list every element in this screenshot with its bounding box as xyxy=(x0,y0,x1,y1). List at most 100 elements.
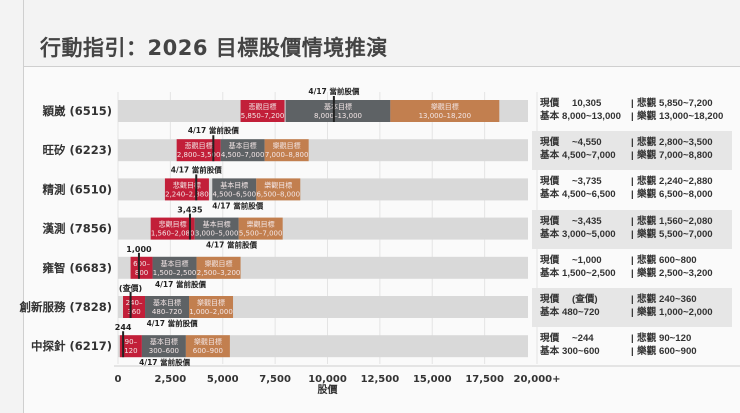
current-price-label: 4/17 當前股價 xyxy=(139,357,191,367)
pessimistic-bar xyxy=(240,100,285,122)
x-tick-label: 2,500 xyxy=(155,374,187,385)
divider: | xyxy=(631,294,634,305)
base-bar-label: 基本目標 xyxy=(161,259,189,268)
pessimistic-bar xyxy=(164,178,209,201)
current-value: ~244 xyxy=(572,333,594,345)
current-price-label: 4/17 當前股價 xyxy=(188,125,240,135)
x-tick-label: 7,500 xyxy=(259,374,291,385)
current-price-label: 4/17 當前股價 xyxy=(171,164,223,174)
base-bar-label: 1,500–2,500 xyxy=(153,269,197,277)
optimistic-bar-label: 樂觀目標 xyxy=(431,102,459,111)
base-value: 480~720 xyxy=(562,307,600,318)
divider: | xyxy=(631,333,634,345)
opt-label: 樂觀 xyxy=(637,189,657,201)
optimistic-bar-label: 樂觀目標 xyxy=(247,220,275,229)
base-bar-label: 3,000–5,000 xyxy=(195,230,239,238)
x-tick-label: 20,000+ xyxy=(514,374,561,385)
opt-label: 樂觀 xyxy=(637,267,657,279)
pessimistic-bar-label: 悲觀目標 xyxy=(185,141,213,150)
pess-value: 90~120 xyxy=(659,333,692,345)
base-value: 3,000~5,000 xyxy=(562,228,616,240)
pessimistic-bar-label: 2,240–2,880 xyxy=(165,190,209,198)
optimistic-bar-label: 600–900 xyxy=(193,347,223,355)
current-value: (查價) xyxy=(572,294,598,305)
base-bar xyxy=(212,178,257,201)
opt-value: 6,500~8,000 xyxy=(659,189,713,201)
x-axis-title: 股價 xyxy=(318,383,339,396)
pess-value: 2,240~2,880 xyxy=(659,176,713,188)
pessimistic-bar-label: 90– xyxy=(125,338,138,346)
base-bar-label: 4,500–6,500 xyxy=(212,190,256,198)
optimistic-bar xyxy=(189,296,234,318)
pessimistic-bar xyxy=(176,139,221,162)
current-label: 現價 xyxy=(540,98,560,109)
divider: | xyxy=(631,98,634,109)
pessimistic-bar xyxy=(123,296,146,318)
opt-value: 13,000~18,200 xyxy=(659,111,724,122)
summary-row: 現價 ~3,435 基本 3,000~5,000 | | 悲觀 1,560~2,080 樂觀 5,… xyxy=(532,209,732,249)
optimistic-bar-label: 樂觀目標 xyxy=(264,180,292,189)
current-label: 現價 xyxy=(540,215,560,227)
current-label: 現價 xyxy=(540,333,560,345)
base-value: 4,500~6,500 xyxy=(562,189,616,201)
x-tick-label: 15,000 xyxy=(413,374,452,385)
current-price-label: 4/17 當前股價 xyxy=(308,86,360,96)
opt-label: 樂觀 xyxy=(637,228,657,240)
opt-label: 樂觀 xyxy=(637,111,657,122)
current-value: ~3,735 xyxy=(572,176,602,188)
current-label: 現價 xyxy=(540,176,560,188)
optimistic-bar-label: 2,500–3,200 xyxy=(197,269,241,277)
pess-label: 悲觀 xyxy=(637,333,657,345)
base-value: 8,000~13,000 xyxy=(562,111,621,122)
base-label: 基本 xyxy=(540,150,560,162)
row-label: 中探針 (6217) xyxy=(31,339,112,353)
optimistic-bar-label: 樂觀目標 xyxy=(194,337,222,346)
current-price-value: 244 xyxy=(115,323,132,332)
divider: | xyxy=(631,307,634,318)
current-value: ~3,435 xyxy=(572,215,602,227)
current-price-label: 4/17 當前股價 xyxy=(155,279,207,289)
divider: | xyxy=(631,228,634,240)
x-tick-label: 12,500 xyxy=(361,374,400,385)
current-price-label: 4/17 當前股價 xyxy=(147,318,199,328)
base-value: 1,500~2,500 xyxy=(562,267,616,279)
summary-row: 現價 ~3,735 基本 4,500~6,500 | | 悲觀 2,240~2,880 樂觀 6,… xyxy=(532,170,732,209)
base-bar-label: 基本目標 xyxy=(153,298,181,307)
pess-label: 悲觀 xyxy=(637,98,657,109)
frame-line xyxy=(23,0,24,413)
opt-label: 樂觀 xyxy=(637,150,657,162)
pessimistic-bar-label: 360 xyxy=(127,308,140,316)
base-bar xyxy=(141,335,186,358)
base-label: 基本 xyxy=(540,189,560,201)
base-bar xyxy=(220,139,265,162)
optimistic-bar xyxy=(196,256,241,279)
optimistic-bar-label: 13,000–18,200 xyxy=(419,112,472,120)
divider: | xyxy=(631,111,634,122)
pessimistic-bar xyxy=(150,217,195,240)
pessimistic-bar-label: 2,800–3,500 xyxy=(177,151,221,159)
divider: | xyxy=(631,346,634,358)
pessimistic-bar-label: 5,850–7,200 xyxy=(241,112,285,120)
pessimistic-bar-label: 悲觀目標 xyxy=(173,180,201,189)
optimistic-bar-label: 5,500–7,000 xyxy=(239,230,283,238)
base-bar xyxy=(152,256,197,279)
base-bar-label: 8,000–13,000 xyxy=(314,112,362,120)
current-label: 現價 xyxy=(540,254,560,266)
pess-label: 悲觀 xyxy=(637,215,657,227)
summary-row: 現價 10,305 基本 8,000~13,000 | | 悲觀 5,850~7,200 樂觀 1… xyxy=(532,92,732,131)
pess-label: 悲觀 xyxy=(637,254,657,266)
pess-label: 悲觀 xyxy=(637,294,657,305)
opt-value: 1,000~2,000 xyxy=(659,307,713,318)
x-tick-label: 10,000 xyxy=(308,374,347,385)
base-label: 基本 xyxy=(540,346,560,358)
base-label: 基本 xyxy=(540,228,560,240)
pess-value: 600~800 xyxy=(659,254,697,266)
x-tick-label: 5,000 xyxy=(207,374,239,385)
pess-label: 悲觀 xyxy=(637,176,657,188)
current-label: 現價 xyxy=(540,137,560,149)
current-label: 現價 xyxy=(540,294,560,305)
base-label: 基本 xyxy=(540,267,560,279)
row-label: 精測 (6510) xyxy=(42,182,112,196)
pessimistic-bar-label: 悲觀目標 xyxy=(249,102,277,111)
summary-row: 現價 (查價) 基本 480~720 | | 悲觀 240~360 樂觀 1,000~2,000 xyxy=(532,288,732,327)
